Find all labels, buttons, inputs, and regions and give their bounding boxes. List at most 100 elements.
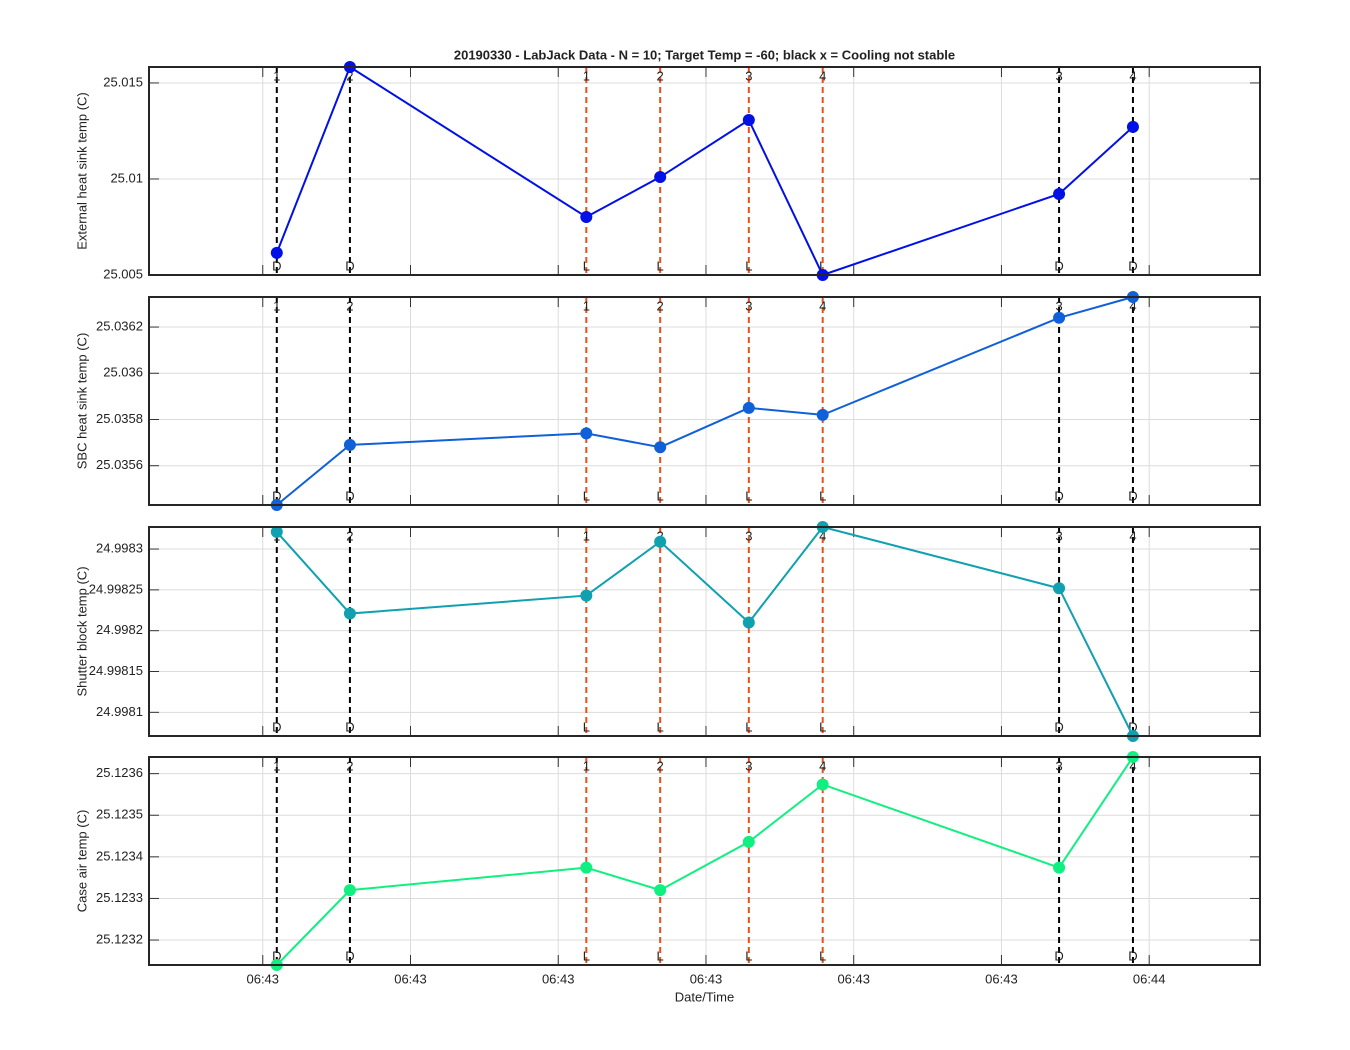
event-bottom-label: L bbox=[657, 488, 664, 503]
y-tick-label: 25.1235 bbox=[96, 807, 143, 822]
data-line bbox=[276, 296, 1134, 506]
event-bottom-label: L bbox=[819, 948, 826, 963]
y-tick-label: 25.1236 bbox=[96, 765, 143, 780]
event-top-label: 2 bbox=[657, 298, 664, 313]
chart-title: 20190330 - LabJack Data - N = 10; Target… bbox=[454, 47, 955, 62]
event-bottom-label: D bbox=[1054, 948, 1063, 963]
event-top-label: 3 bbox=[1055, 298, 1062, 313]
event-top-label: 2 bbox=[346, 528, 353, 543]
data-point bbox=[654, 535, 667, 548]
event-top-label: 1 bbox=[273, 298, 280, 313]
data-point bbox=[343, 607, 356, 620]
y-tick-label: 25.0358 bbox=[96, 411, 143, 426]
y-tick-label: 25.005 bbox=[103, 266, 143, 281]
event-bottom-label: L bbox=[583, 719, 590, 734]
event-top-label: 4 bbox=[1129, 758, 1136, 773]
event-bottom-label: D bbox=[1054, 488, 1063, 503]
data-point bbox=[654, 441, 667, 454]
event-bottom-label: L bbox=[583, 258, 590, 273]
y-axis-label: External heat sink temp (C) bbox=[74, 92, 89, 250]
event-bottom-label: D bbox=[1054, 719, 1063, 734]
data-point bbox=[580, 427, 593, 440]
event-top-label: 3 bbox=[1055, 758, 1062, 773]
event-bottom-label: D bbox=[345, 719, 354, 734]
data-line bbox=[275, 65, 1134, 277]
event-top-label: 1 bbox=[583, 298, 590, 313]
event-bottom-label: D bbox=[272, 719, 281, 734]
x-tick-label: 06:43 bbox=[542, 971, 575, 986]
event-top-label: 1 bbox=[273, 68, 280, 83]
event-bottom-label: L bbox=[583, 948, 590, 963]
y-tick-label: 25.1232 bbox=[96, 931, 143, 946]
event-top-label: 2 bbox=[657, 68, 664, 83]
data-point bbox=[742, 401, 755, 414]
event-bottom-label: D bbox=[1054, 258, 1063, 273]
event-top-label: 3 bbox=[745, 68, 752, 83]
event-bottom-label: L bbox=[657, 948, 664, 963]
x-tick-label: 06:43 bbox=[985, 971, 1018, 986]
event-bottom-label: L bbox=[819, 719, 826, 734]
event-top-label: 2 bbox=[346, 758, 353, 773]
event-bottom-label: D bbox=[272, 948, 281, 963]
event-bottom-label: D bbox=[345, 948, 354, 963]
y-axis-label: Case air temp (C) bbox=[74, 810, 89, 913]
event-top-label: 2 bbox=[346, 298, 353, 313]
event-bottom-label: D bbox=[272, 488, 281, 503]
data-point bbox=[816, 778, 829, 791]
event-bottom-label: D bbox=[345, 488, 354, 503]
event-top-label: 1 bbox=[583, 758, 590, 773]
y-tick-label: 25.0362 bbox=[96, 318, 143, 333]
x-tick-label: 06:43 bbox=[246, 971, 279, 986]
data-point bbox=[1126, 120, 1139, 133]
data-point bbox=[654, 884, 667, 897]
x-tick-label: 06:43 bbox=[394, 971, 427, 986]
event-bottom-label: D bbox=[272, 258, 281, 273]
event-top-label: 4 bbox=[819, 298, 826, 313]
y-tick-label: 25.01 bbox=[110, 170, 143, 185]
data-point bbox=[1053, 582, 1066, 595]
x-tick-label: 06:44 bbox=[1133, 971, 1166, 986]
axes-box bbox=[148, 526, 1261, 737]
y-tick-label: 24.9983 bbox=[96, 540, 143, 555]
event-bottom-label: L bbox=[745, 719, 752, 734]
event-top-label: 2 bbox=[657, 758, 664, 773]
data-line bbox=[276, 525, 1134, 737]
event-bottom-label: L bbox=[745, 948, 752, 963]
event-top-label: 1 bbox=[583, 528, 590, 543]
data-line bbox=[276, 756, 1134, 966]
axes-box bbox=[148, 66, 1261, 276]
y-tick-label: 25.1233 bbox=[96, 890, 143, 905]
data-point bbox=[654, 171, 667, 184]
event-bottom-label: L bbox=[819, 488, 826, 503]
y-tick-label: 25.036 bbox=[103, 365, 143, 380]
event-top-label: 3 bbox=[745, 298, 752, 313]
event-top-label: 4 bbox=[1129, 298, 1136, 313]
event-top-label: 4 bbox=[1129, 528, 1136, 543]
event-top-label: 4 bbox=[819, 528, 826, 543]
y-tick-label: 25.1234 bbox=[96, 848, 143, 863]
y-axis-label: Shutter block temp (C) bbox=[74, 566, 89, 696]
event-bottom-label: D bbox=[345, 258, 354, 273]
y-tick-label: 25.0356 bbox=[96, 457, 143, 472]
data-point bbox=[580, 210, 593, 223]
y-tick-label: 24.9981 bbox=[96, 704, 143, 719]
data-point bbox=[1053, 187, 1066, 200]
x-tick-label: 06:43 bbox=[837, 971, 870, 986]
event-bottom-label: L bbox=[657, 719, 664, 734]
event-bottom-label: L bbox=[745, 488, 752, 503]
event-top-label: 3 bbox=[1055, 68, 1062, 83]
event-bottom-label: D bbox=[1128, 719, 1137, 734]
event-top-label: 4 bbox=[1129, 68, 1136, 83]
x-tick-label: 06:43 bbox=[690, 971, 723, 986]
data-point bbox=[816, 408, 829, 421]
event-top-label: 1 bbox=[583, 68, 590, 83]
data-point bbox=[1053, 861, 1066, 874]
event-bottom-label: D bbox=[1128, 488, 1137, 503]
data-point bbox=[343, 884, 356, 897]
axes-box bbox=[148, 756, 1261, 966]
data-point bbox=[742, 616, 755, 629]
data-point bbox=[580, 861, 593, 874]
x-axis-label: Date/Time bbox=[675, 989, 734, 1004]
event-bottom-label: L bbox=[583, 488, 590, 503]
